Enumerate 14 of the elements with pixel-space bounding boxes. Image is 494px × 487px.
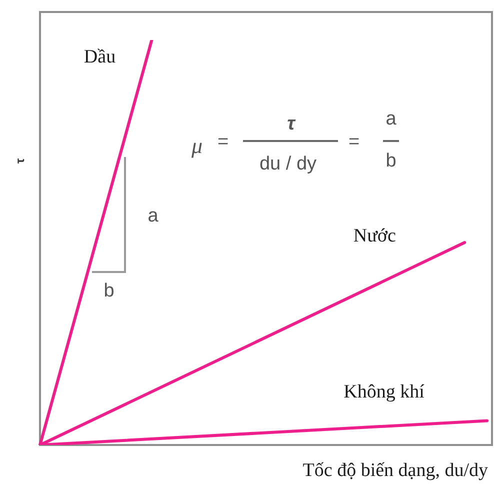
annotation: τ [287,114,295,134]
annotation: b [386,150,396,172]
series-label: Nước [353,225,396,246]
series-label: Không khí [344,381,424,402]
annotation: a [148,206,158,226]
y-axis-title: τ [13,158,27,164]
series-label: Dầu [84,46,116,68]
x-axis-title: Tốc độ biến dạng, du/dy [302,460,488,481]
annotation: b [104,280,114,302]
annotation: du / dy [259,154,317,174]
annotation: a [386,108,396,130]
annotation: = [217,132,229,152]
annotation: = [348,132,360,152]
annotation: μ [191,133,203,158]
